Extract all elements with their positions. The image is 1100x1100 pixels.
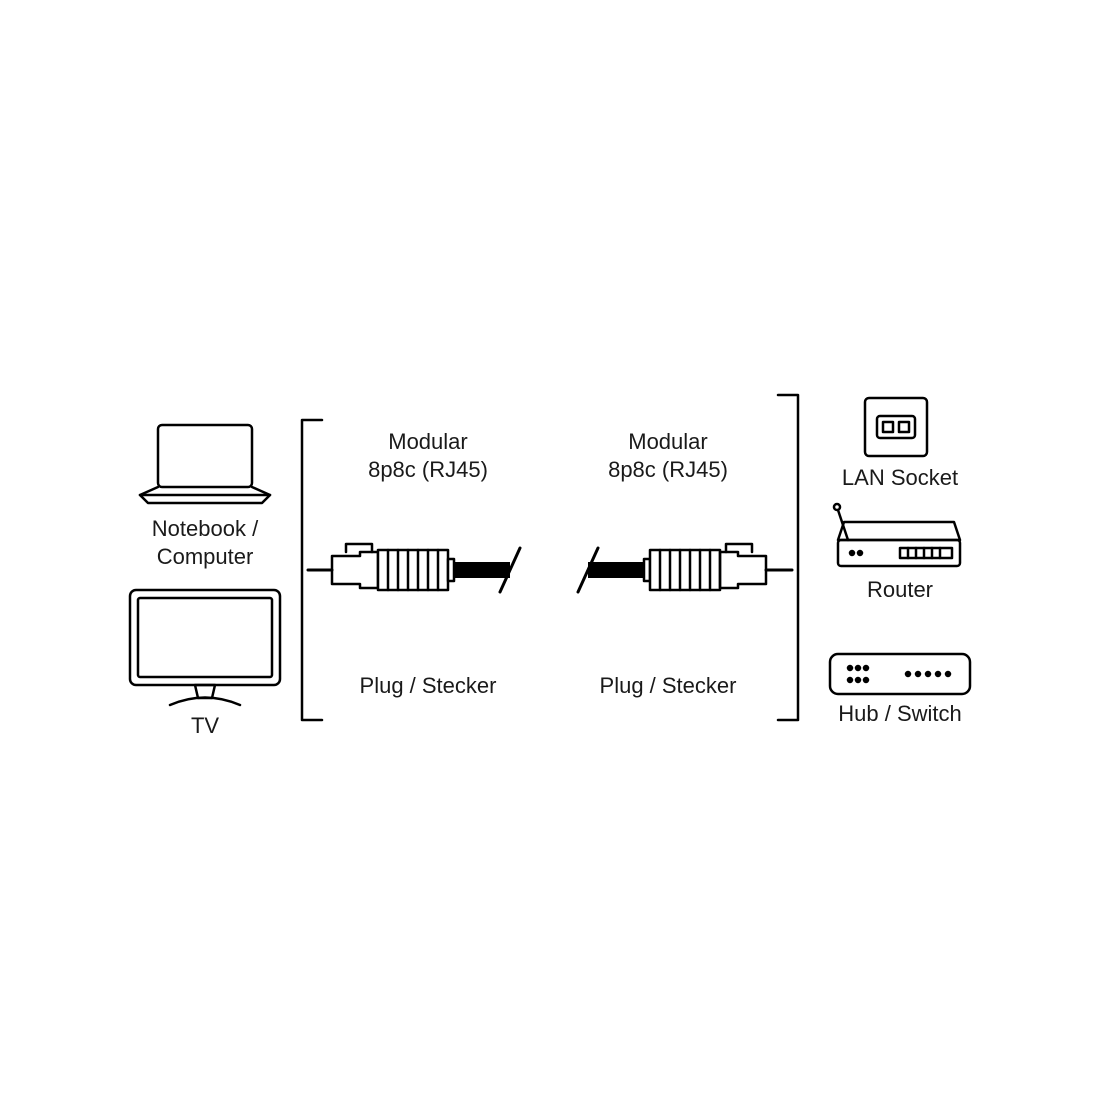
rj45-boot-right	[650, 550, 720, 590]
router-label-text: Router	[867, 577, 933, 602]
rj45-plug-left-head	[332, 544, 378, 588]
connector-left-bottom: Plug / Stecker	[328, 672, 528, 700]
connector-right-top-line2: 8p8c (RJ45)	[568, 456, 768, 484]
hub-switch-icon	[830, 654, 970, 694]
rj45-plug-right-head	[720, 544, 766, 588]
cable-assembly	[308, 544, 792, 592]
cable-connection-diagram: Notebook /Computer TV Modular 8p8c (RJ45…	[0, 0, 1100, 1100]
laptop-label: Notebook /Computer	[115, 515, 295, 570]
hub-switch-label-text: Hub / Switch	[838, 701, 962, 726]
connector-right-top-line1: Modular	[568, 428, 768, 456]
tv-icon	[130, 590, 280, 705]
router-icon	[834, 504, 960, 566]
laptop-icon	[140, 425, 270, 503]
connector-left-top-line1: Modular	[328, 428, 528, 456]
rj45-boot-left	[378, 550, 448, 590]
connector-right-top: Modular 8p8c (RJ45)	[568, 428, 768, 483]
connector-right-bottom: Plug / Stecker	[568, 672, 768, 700]
connector-left-top-line2: 8p8c (RJ45)	[328, 456, 528, 484]
right-bracket	[778, 395, 798, 720]
hub-switch-label: Hub / Switch	[820, 700, 980, 728]
connector-right-bottom-text: Plug / Stecker	[600, 673, 737, 698]
tv-label-text: TV	[191, 713, 219, 738]
router-label: Router	[830, 576, 970, 604]
connector-left-top: Modular 8p8c (RJ45)	[328, 428, 528, 483]
lan-socket-label-text: LAN Socket	[842, 465, 958, 490]
laptop-label-text: Notebook /Computer	[152, 516, 258, 569]
tv-label: TV	[150, 712, 260, 740]
lan-socket-icon	[865, 398, 927, 456]
lan-socket-label: LAN Socket	[820, 464, 980, 492]
connector-left-bottom-text: Plug / Stecker	[360, 673, 497, 698]
